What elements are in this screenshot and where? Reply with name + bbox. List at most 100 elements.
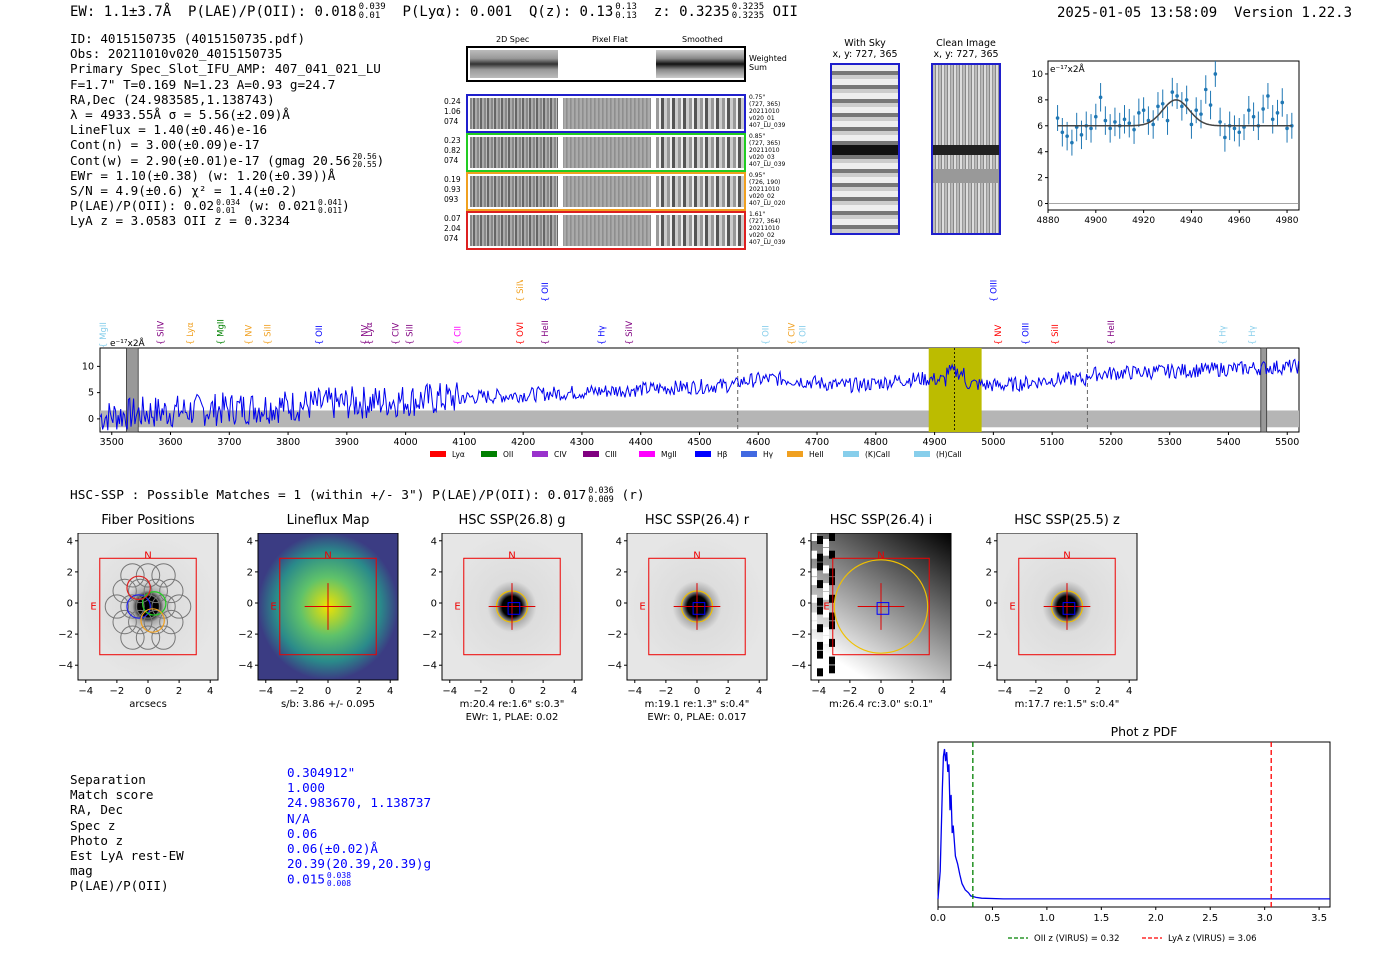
match-value-plae: 0.015 <box>287 871 325 887</box>
info-plae-end: ) <box>342 198 350 214</box>
emission-line-label: { SiIV <box>516 280 526 302</box>
panel-xtick-label: −4 <box>997 686 1012 697</box>
full-spectrum-chart: { MgII{ SiIV{ Lyα{ MgII{ NV{ SiII{ OII{ … <box>82 280 1300 459</box>
timestamp: 2025-01-05 13:58:09 <box>1057 5 1218 21</box>
cutout-meta: 1.61" (727, 364) 20211010 v020_02 407_LU_039 <box>749 211 785 246</box>
emission-line-label: { CII <box>453 326 463 345</box>
panel-caption-2: EWr: 0, PLAE: 0.017 <box>647 712 746 723</box>
match-values: 0.304912" 1.000 24.983670, 1.138737 N/A … <box>287 765 431 888</box>
fiber-circle <box>128 609 153 635</box>
zoom-point <box>1122 117 1127 122</box>
match-value-plae-row: 0.015 0.038 0.008 <box>287 871 431 888</box>
panel-caption: m:17.7 re:1.5" s:0.4" <box>1015 699 1120 710</box>
panel-ytick-label: 4 <box>986 536 992 547</box>
zoom-frame <box>1047 60 1300 211</box>
zoom-point <box>1261 107 1265 111</box>
zoom-model-fit <box>1057 99 1292 127</box>
zoom-point <box>1285 126 1289 131</box>
emission-line-label: { SiII <box>406 324 416 345</box>
panel-noise <box>829 577 835 586</box>
north-label: N <box>144 550 151 561</box>
emission-line-label: { Hγ <box>597 325 607 345</box>
info-id: ID: 4015150735 (4015150735.pdf) <box>70 31 306 46</box>
panel-noise <box>811 533 817 541</box>
photz-xtick-label: 3.5 <box>1311 913 1327 924</box>
zoom-point <box>1184 98 1189 102</box>
weighted-smooth <box>656 50 744 78</box>
zoom-point <box>1141 108 1146 113</box>
panel-title: HSC SSP(26.4) r <box>644 513 750 528</box>
header-z-hi: 0.3235 <box>731 2 765 12</box>
cutout-value: 0.19 <box>444 175 461 184</box>
zoom-point <box>1213 72 1218 76</box>
photz-legend-oii: OII z (VIRUS) = 0.32 <box>1034 934 1120 944</box>
panel-xtick-label: −2 <box>290 686 305 697</box>
legend-swatch <box>481 451 497 457</box>
emission-line-label: { OII <box>541 282 551 302</box>
cutout-value: 093 <box>444 195 459 204</box>
fiber-2 <box>141 591 167 616</box>
clean-line <box>933 145 999 155</box>
spectrum-xtick-label: 4000 <box>394 437 418 448</box>
cutout-2d <box>470 98 558 129</box>
east-label: E <box>90 602 96 613</box>
match-labels: Separation Match score RA, Dec Spec z Ph… <box>70 772 184 895</box>
info-primary: Primary Spec_Slot_IFU_AMP: 407_041_021_L… <box>70 61 381 77</box>
legend-label: OII <box>503 450 513 459</box>
zoom-point <box>1103 118 1108 123</box>
fiber-3 <box>140 608 165 633</box>
panel-ytick-label: 4 <box>800 536 806 547</box>
cutout-panel-2: N E 4 2 0 −2 −4 −4 −2 0 2 4 m:20.4 re:1.6" s:0.3" EWr… <box>422 533 583 723</box>
emission-line-label: { Hγ <box>1219 325 1229 345</box>
cutout-2d <box>470 176 558 207</box>
photz-legend-lya: LyA z (VIRUS) = 3.06 <box>1168 934 1257 944</box>
header-plya: P(Lyα): 0.001 <box>402 4 513 20</box>
zoom-point <box>1160 101 1165 106</box>
cutout-smooth <box>656 137 744 168</box>
emission-line-label: { OII <box>761 325 771 345</box>
photz-pdf-line <box>937 748 1330 900</box>
zoom-point <box>1247 108 1251 113</box>
legend-label: (H)CaII <box>936 450 962 459</box>
legend-label: Hβ <box>717 450 728 459</box>
zoom-point <box>1098 95 1103 100</box>
fiber-4 <box>126 575 151 601</box>
masked-region <box>126 347 139 433</box>
match-label-photoz: Photo z <box>70 832 124 848</box>
info-radec: RA,Dec (24.983585,1.138743) <box>70 91 275 107</box>
hsc-heading: HSC-SSP : Possible Matches = 1 (within +… <box>70 488 587 503</box>
panel-xtick-label: −4 <box>442 686 457 697</box>
panel-ytick-label: −2 <box>791 630 806 641</box>
panel-ytick-label: 2 <box>247 567 253 578</box>
emission-line-label: { HeII <box>1107 320 1117 345</box>
zoom-point <box>1189 122 1194 127</box>
zoom-point <box>1223 135 1227 140</box>
col-pixel-flat: Pixel Flat <box>592 35 628 44</box>
cutout-meta-line: (727, 365) <box>749 140 781 147</box>
zoom-point <box>1065 134 1069 138</box>
panel-xtick-label: −2 <box>110 686 125 697</box>
header-plae: P(LAE)/P(OII): 0.018 <box>188 4 357 20</box>
zoom-point <box>1175 94 1179 98</box>
header-right: 2025-01-05 13:58:09 Version 1.22.3 <box>1057 5 1352 21</box>
zoom-point <box>1060 130 1065 135</box>
panel-xtick-label: 2 <box>1095 686 1101 697</box>
east-label: E <box>454 602 460 613</box>
spectrum-xtick-label: 4600 <box>746 437 770 448</box>
emission-line-label: { NV <box>245 325 255 345</box>
spectrum-legend: Lyα OII CIV CIII MgII Hβ Hγ HeII (K)CaII (H)CaII <box>430 450 962 459</box>
panel-ytick-label: −2 <box>607 630 622 641</box>
match-marker <box>507 602 521 615</box>
cutout-meta-line: 407_LU_039 <box>749 239 786 246</box>
spectrum-series: 3500 3600 3700 3800 3900 4000 4100 4200 4300 4400… <box>82 347 1299 448</box>
emission-line-label: { SiII <box>263 324 273 345</box>
search-box <box>463 557 561 656</box>
fiber-circle <box>128 578 153 604</box>
cutout-value: 0.82 <box>444 146 461 155</box>
legend-label: CIII <box>605 450 617 459</box>
zoom-point <box>1275 111 1280 115</box>
match-label-specz: Spec z <box>70 817 116 833</box>
cutout-flat <box>563 98 651 129</box>
legend-swatch <box>430 451 446 457</box>
cutout-row <box>466 133 746 172</box>
